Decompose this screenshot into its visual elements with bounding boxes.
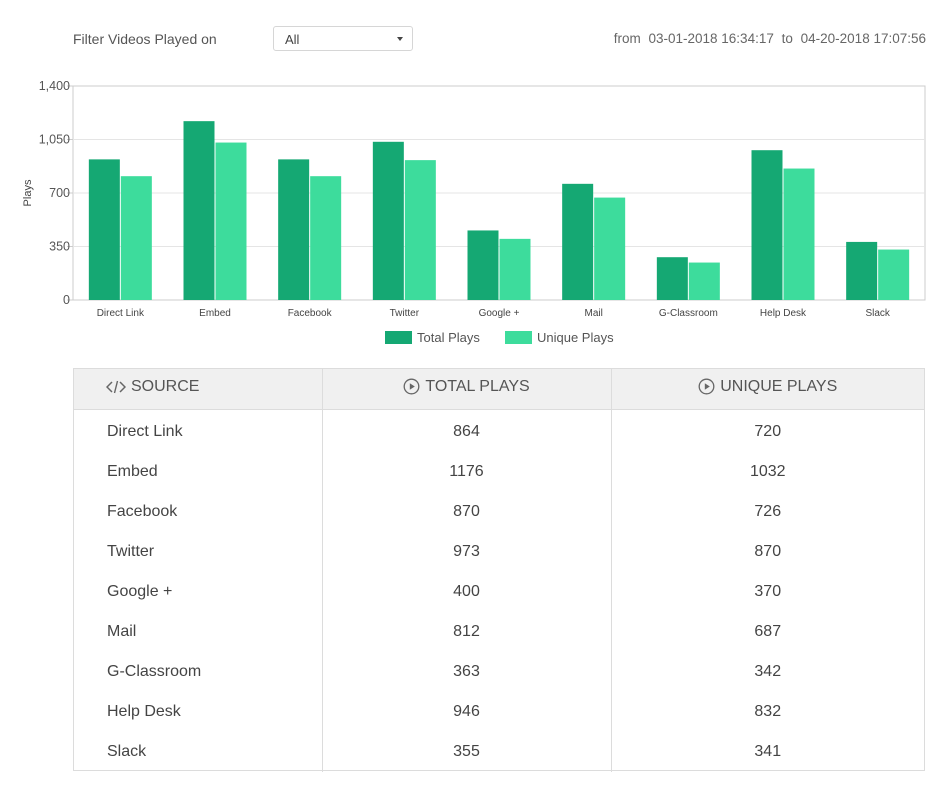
header-total-label: TOTAL PLAYS bbox=[425, 377, 530, 395]
bar-unique-plays bbox=[783, 168, 815, 300]
x-tick-label: Google + bbox=[479, 308, 520, 319]
table-row: Slack 355 341 bbox=[74, 731, 924, 772]
legend-label-unique: Unique Plays bbox=[537, 330, 614, 345]
legend-label-total: Total Plays bbox=[417, 330, 480, 345]
filter-bar: Filter Videos Played on All from 03-01-2… bbox=[0, 0, 950, 70]
bar-total-plays bbox=[846, 241, 878, 300]
caret-down-icon bbox=[397, 37, 403, 41]
row-total-plays: 870 bbox=[322, 491, 612, 532]
table-row: Google + 400 370 bbox=[74, 571, 924, 612]
bar-unique-plays bbox=[499, 238, 531, 300]
row-unique-plays: 832 bbox=[754, 702, 782, 720]
row-unique-plays: 720 bbox=[754, 422, 782, 440]
bar-unique-plays bbox=[878, 249, 910, 300]
play-circle-icon bbox=[403, 378, 420, 395]
row-source: Embed bbox=[74, 451, 323, 492]
row-unique-plays: 342 bbox=[754, 662, 782, 680]
bar-unique-plays bbox=[594, 197, 626, 300]
header-source-label: SOURCE bbox=[131, 378, 200, 396]
table-row: Help Desk 946 832 bbox=[74, 691, 924, 732]
table-header-row: SOURCE TOTAL PLAYS bbox=[74, 369, 924, 410]
y-axis-title: Plays bbox=[22, 179, 34, 206]
y-tick-label: 0 bbox=[63, 293, 70, 307]
row-total-plays: 946 bbox=[322, 691, 612, 732]
row-total-plays: 355 bbox=[322, 731, 612, 772]
x-tick-label: G-Classroom bbox=[659, 308, 718, 319]
x-tick-label: Slack bbox=[865, 308, 890, 319]
bar-total-plays bbox=[372, 141, 404, 300]
bar-unique-plays bbox=[310, 176, 342, 300]
row-source: Google + bbox=[74, 571, 323, 612]
sources-table: SOURCE TOTAL PLAYS bbox=[73, 368, 925, 772]
row-source: Help Desk bbox=[74, 691, 323, 732]
y-tick-label: 700 bbox=[49, 186, 70, 200]
header-total-plays[interactable]: TOTAL PLAYS bbox=[322, 369, 612, 410]
bar-total-plays bbox=[656, 257, 688, 300]
row-total-plays: 864 bbox=[322, 409, 612, 452]
row-source: Direct Link bbox=[74, 409, 323, 452]
filter-selected-value: All bbox=[285, 32, 300, 47]
header-unique-plays[interactable]: UNIQUE PLAYS bbox=[611, 369, 924, 410]
bar-total-plays bbox=[278, 159, 310, 300]
y-tick-label: 1,050 bbox=[39, 133, 70, 147]
row-unique-plays: 726 bbox=[754, 502, 782, 520]
bar-unique-plays bbox=[120, 176, 152, 300]
bar-unique-plays bbox=[215, 142, 247, 300]
table-row: Embed 1176 1032 bbox=[74, 451, 924, 492]
x-tick-label: Embed bbox=[199, 308, 231, 319]
y-tick-label: 1,400 bbox=[39, 79, 70, 93]
bar-unique-plays bbox=[688, 262, 720, 300]
table-row: Facebook 870 726 bbox=[74, 491, 924, 532]
chart-svg: 0 350 700 1,050 1,400 Plays Direct Link Embed Fa… bbox=[22, 79, 926, 345]
row-source: G-Classroom bbox=[74, 651, 323, 692]
bar-total-plays bbox=[751, 150, 783, 300]
to-label: to bbox=[781, 31, 793, 46]
header-unique-label: UNIQUE PLAYS bbox=[720, 377, 838, 395]
filter-label: Filter Videos Played on bbox=[73, 31, 217, 47]
row-unique-plays: 341 bbox=[754, 742, 782, 760]
legend-swatch-total bbox=[385, 331, 412, 344]
table-row: Mail 812 687 bbox=[74, 611, 924, 652]
row-total-plays: 363 bbox=[322, 651, 612, 692]
row-total-plays: 1176 bbox=[322, 451, 612, 492]
date-range: from 03-01-2018 16:34:17 to 04-20-2018 1… bbox=[610, 31, 926, 46]
row-unique-plays: 370 bbox=[754, 582, 782, 600]
row-total-plays: 812 bbox=[322, 611, 612, 652]
y-tick-label: 350 bbox=[49, 240, 70, 254]
header-source[interactable]: SOURCE bbox=[74, 369, 323, 410]
x-tick-label: Help Desk bbox=[760, 308, 807, 319]
table-row: G-Classroom 363 342 bbox=[74, 651, 924, 692]
row-source: Facebook bbox=[74, 491, 323, 532]
bar-unique-plays bbox=[404, 160, 436, 300]
row-total-plays: 973 bbox=[322, 531, 612, 572]
code-icon bbox=[106, 381, 126, 394]
row-unique-plays: 870 bbox=[754, 542, 782, 560]
row-total-plays: 400 bbox=[322, 571, 612, 612]
bar-total-plays bbox=[562, 183, 594, 300]
row-source: Mail bbox=[74, 611, 323, 652]
platform-filter-select[interactable]: All bbox=[273, 26, 413, 51]
to-date: 04-20-2018 17:07:56 bbox=[800, 31, 926, 46]
bar-total-plays bbox=[88, 159, 120, 300]
x-tick-label: Facebook bbox=[288, 308, 333, 319]
x-tick-label: Mail bbox=[584, 308, 602, 319]
legend-swatch-unique bbox=[505, 331, 532, 344]
from-label: from bbox=[613, 31, 641, 46]
play-circle-icon bbox=[698, 378, 715, 395]
row-unique-plays: 1032 bbox=[749, 462, 786, 480]
x-tick-label: Twitter bbox=[390, 308, 420, 319]
row-source: Slack bbox=[74, 731, 323, 772]
from-date: 03-01-2018 16:34:17 bbox=[648, 31, 774, 46]
bar-total-plays bbox=[183, 121, 215, 301]
plays-bar-chart: 0 350 700 1,050 1,400 Plays Direct Link Embed Fa… bbox=[0, 70, 950, 360]
bar-total-plays bbox=[467, 230, 499, 300]
row-source: Twitter bbox=[74, 531, 323, 572]
table-row: Twitter 973 870 bbox=[74, 531, 924, 572]
table-row: Direct Link 864 720 bbox=[74, 409, 924, 452]
x-tick-label: Direct Link bbox=[97, 308, 145, 319]
row-unique-plays: 687 bbox=[754, 622, 782, 640]
